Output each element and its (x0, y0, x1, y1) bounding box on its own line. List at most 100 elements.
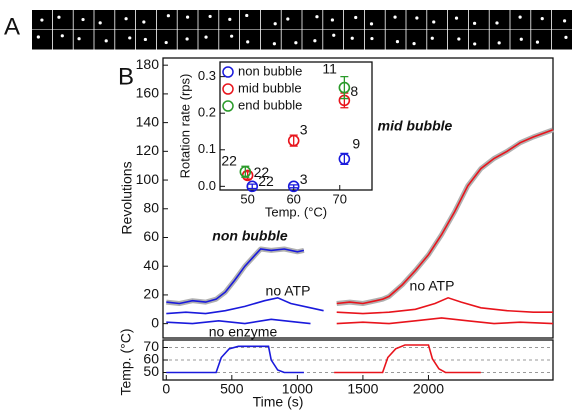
image-strip (32, 10, 572, 50)
spot (142, 20, 145, 23)
spot (228, 18, 231, 21)
spot (331, 18, 334, 21)
spot (431, 37, 434, 40)
trace (166, 346, 304, 372)
spot (519, 16, 522, 19)
spot (495, 21, 498, 24)
spot (354, 16, 357, 19)
frame (386, 30, 406, 50)
y-tick-label: 160 (136, 85, 160, 101)
n-label: 3 (300, 121, 308, 137)
spot (351, 37, 354, 40)
spot (415, 16, 418, 19)
frame (157, 30, 177, 50)
y-axis-label: Temp. (°C) (118, 328, 134, 395)
spot (564, 36, 567, 39)
frame (365, 10, 385, 30)
spot (370, 22, 373, 25)
y-tick-label: 70 (143, 338, 159, 354)
spot (37, 35, 40, 38)
frame (32, 30, 52, 50)
x-axis-label: Temp. (°C) (265, 204, 327, 219)
spot (274, 22, 277, 25)
spot (99, 21, 102, 24)
frame (74, 30, 94, 50)
spot (563, 19, 566, 22)
frame (261, 30, 281, 50)
y-tick-label: 0.3 (198, 68, 216, 83)
spot (396, 40, 399, 43)
legend-label: non bubble (238, 63, 302, 78)
spot (457, 37, 460, 40)
spot (105, 39, 108, 42)
frame (94, 30, 114, 50)
frame (53, 30, 73, 50)
spot (246, 40, 249, 43)
y-tick-label: 0.0 (198, 178, 216, 193)
frame (344, 30, 364, 50)
frame (198, 10, 218, 30)
frame (406, 30, 426, 50)
frame (178, 10, 198, 30)
spot (124, 17, 127, 20)
frame (344, 10, 364, 30)
spot (520, 38, 523, 41)
annotation: no ATP (266, 283, 311, 299)
n-label: 9 (352, 136, 360, 152)
frame (469, 10, 489, 30)
spot (536, 41, 539, 44)
frame (510, 10, 530, 30)
frame (323, 30, 343, 50)
frame (198, 30, 218, 50)
frame (365, 30, 385, 50)
n-label: 11 (322, 60, 337, 76)
frame (427, 10, 447, 30)
legend-label: mid bubble (238, 80, 302, 95)
spot (230, 35, 233, 38)
frame (302, 10, 322, 30)
frame (531, 30, 551, 50)
annotation: no ATP (410, 278, 455, 294)
spot (315, 15, 318, 18)
frame (448, 10, 468, 30)
annotation: no enzyme (209, 324, 278, 340)
y-axis-label: Revolutions (119, 161, 135, 234)
spot (61, 34, 64, 37)
panel-label: A (4, 13, 20, 40)
y-tick-label: 140 (136, 113, 160, 129)
frame (469, 30, 489, 50)
y-tick-label: 0 (151, 314, 159, 330)
annotation: non bubble (212, 228, 288, 244)
spot (165, 41, 168, 44)
x-tick-label: 500 (220, 381, 244, 397)
frame (282, 10, 302, 30)
y-tick-label: 20 (143, 286, 159, 302)
panel-label: B (118, 63, 134, 90)
frame (302, 30, 322, 50)
spot (294, 41, 297, 44)
x-axis-label: Time (s) (253, 394, 304, 410)
spot (245, 14, 248, 17)
spot (473, 42, 476, 45)
trace (337, 318, 553, 324)
legend-label: end bubble (238, 97, 302, 112)
spot (412, 42, 415, 45)
frame (427, 30, 447, 50)
x-tick-label: 1500 (347, 381, 378, 397)
frame (94, 10, 114, 30)
frame (219, 30, 239, 50)
spot (313, 39, 316, 42)
spot (81, 18, 84, 21)
y-tick-label: 40 (143, 257, 159, 273)
n-label: 22 (254, 164, 270, 180)
x-tick-label: 70 (333, 191, 347, 206)
frame (53, 10, 73, 30)
spot (186, 37, 189, 40)
y-tick-label: 0.2 (198, 105, 216, 120)
spot (286, 17, 289, 20)
y-tick-label: 120 (136, 142, 160, 158)
spot (498, 41, 501, 44)
frame (240, 10, 260, 30)
spot (204, 36, 207, 39)
frame (406, 10, 426, 30)
